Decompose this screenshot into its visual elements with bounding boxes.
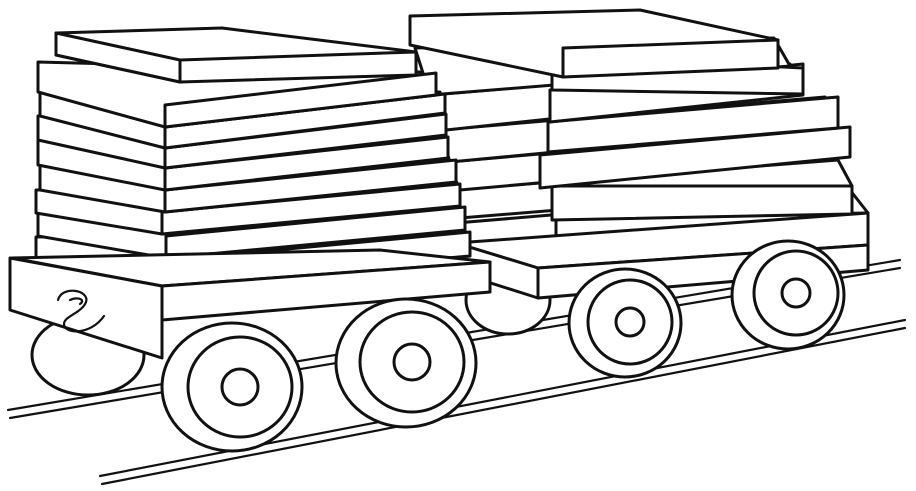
wheel-right-front [567, 267, 683, 379]
wheel-left-front [160, 321, 304, 453]
plank-top [408, 8, 780, 79]
plank-stack-right [408, 8, 870, 254]
wheel-left-rear [334, 297, 478, 429]
plank-top [54, 26, 418, 84]
wheel-right-rear [730, 239, 846, 351]
coupling-hook [56, 289, 106, 333]
flatcar-left-deck [8, 248, 492, 360]
rail-front-inner [100, 326, 907, 486]
plank-stack-left [34, 26, 472, 284]
flatcar-left [8, 26, 492, 453]
flatcar-right [408, 8, 870, 379]
plank [438, 95, 840, 164]
